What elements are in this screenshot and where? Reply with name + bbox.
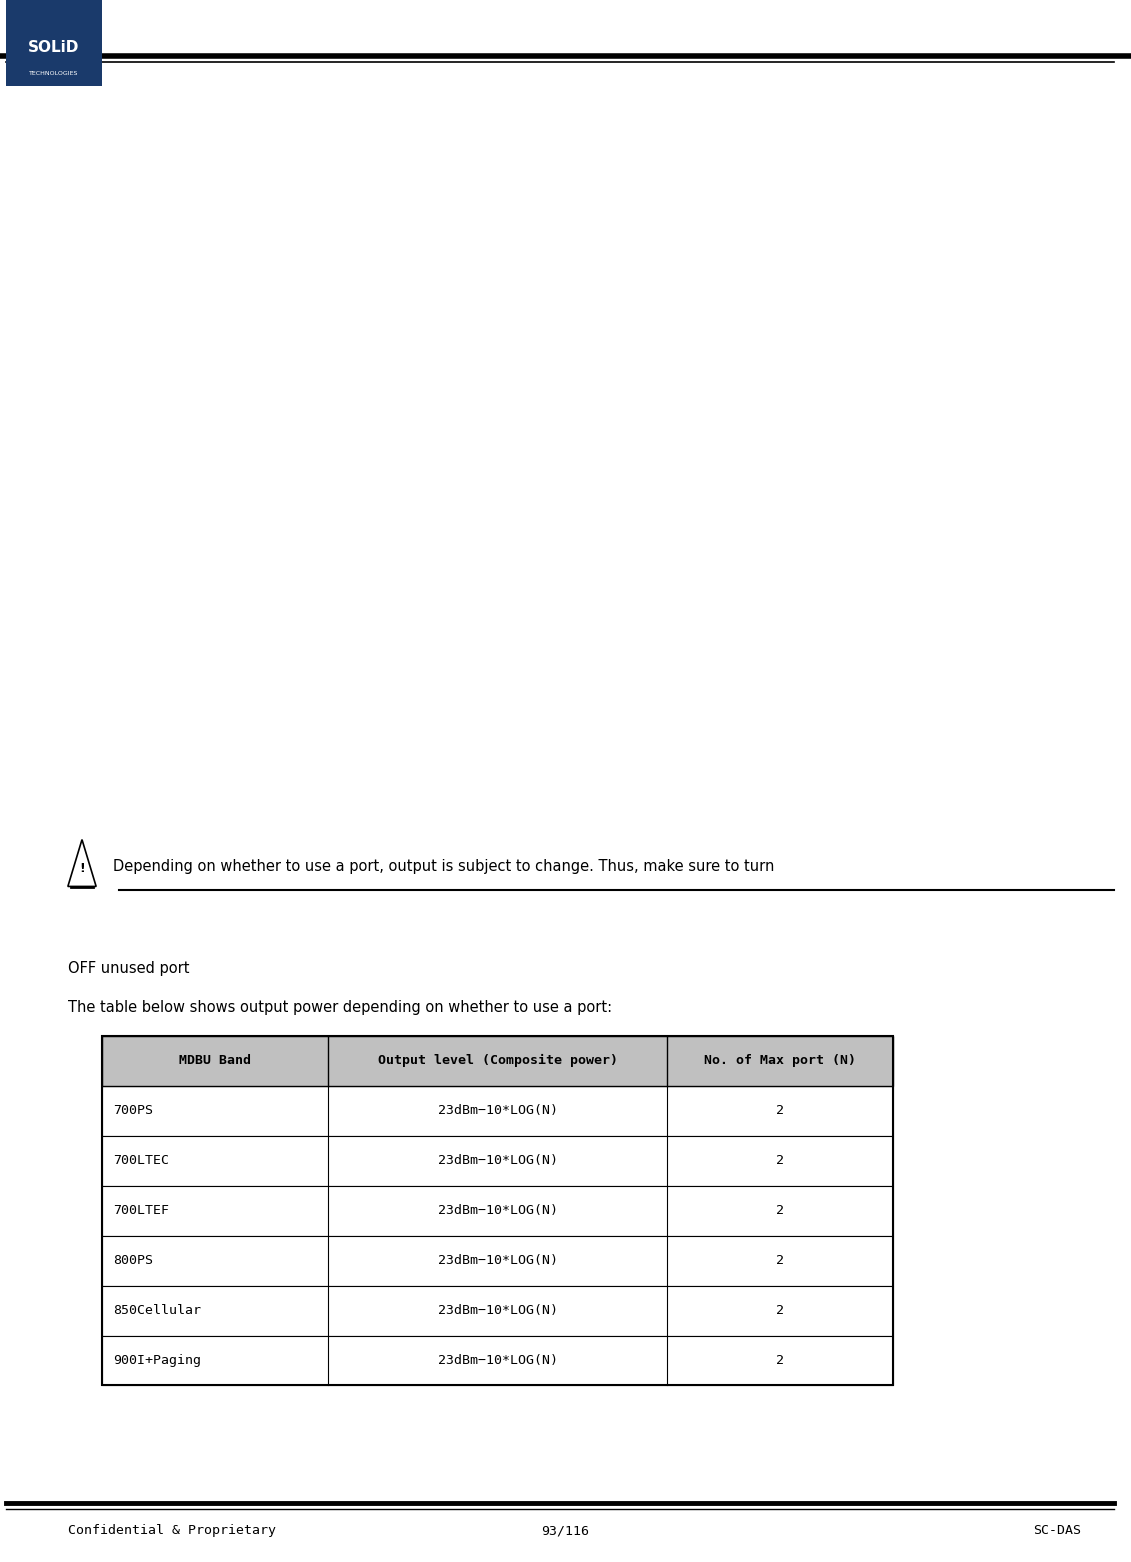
Text: !: ! (79, 862, 85, 875)
Text: 700PS: 700PS (113, 1104, 153, 1117)
Text: 900I+Paging: 900I+Paging (113, 1354, 201, 1367)
Text: No. of Max port (N): No. of Max port (N) (705, 1054, 856, 1067)
Text: 2: 2 (776, 1204, 785, 1217)
Text: 700LTEF: 700LTEF (113, 1204, 170, 1217)
FancyBboxPatch shape (102, 1036, 893, 1086)
FancyBboxPatch shape (102, 1236, 893, 1286)
Text: The table below shows output power depending on whether to use a port:: The table below shows output power depen… (68, 1000, 612, 1015)
FancyBboxPatch shape (102, 1086, 893, 1136)
Text: Output level (Composite power): Output level (Composite power) (378, 1054, 618, 1067)
FancyBboxPatch shape (102, 1186, 893, 1236)
Text: 2: 2 (776, 1104, 785, 1117)
Text: 23dBm−10*LOG(N): 23dBm−10*LOG(N) (438, 1204, 558, 1217)
Text: SC-DAS: SC-DAS (1034, 1525, 1081, 1537)
Text: 2: 2 (776, 1254, 785, 1267)
Text: OFF unused port: OFF unused port (68, 961, 189, 976)
FancyBboxPatch shape (6, 0, 102, 86)
Text: 23dBm−10*LOG(N): 23dBm−10*LOG(N) (438, 1304, 558, 1317)
Text: MDBU Band: MDBU Band (179, 1054, 251, 1067)
FancyBboxPatch shape (102, 1136, 893, 1186)
Text: SOLiD: SOLiD (28, 39, 79, 55)
Text: Depending on whether to use a port, output is subject to change. Thus, make sure: Depending on whether to use a port, outp… (113, 859, 775, 875)
Polygon shape (68, 840, 96, 887)
Text: 23dBm−10*LOG(N): 23dBm−10*LOG(N) (438, 1154, 558, 1167)
Text: 800PS: 800PS (113, 1254, 153, 1267)
Text: 2: 2 (776, 1154, 785, 1167)
Text: 2: 2 (776, 1354, 785, 1367)
Text: 23dBm−10*LOG(N): 23dBm−10*LOG(N) (438, 1104, 558, 1117)
Text: 23dBm−10*LOG(N): 23dBm−10*LOG(N) (438, 1254, 558, 1267)
FancyBboxPatch shape (102, 1286, 893, 1336)
Text: 850Cellular: 850Cellular (113, 1304, 201, 1317)
Text: 2: 2 (776, 1304, 785, 1317)
Text: 23dBm−10*LOG(N): 23dBm−10*LOG(N) (438, 1354, 558, 1367)
Text: 93/116: 93/116 (542, 1525, 589, 1537)
Text: TECHNOLOGIES: TECHNOLOGIES (29, 70, 78, 75)
Text: Confidential & Proprietary: Confidential & Proprietary (68, 1525, 276, 1537)
FancyBboxPatch shape (102, 1336, 893, 1385)
Text: 700LTEC: 700LTEC (113, 1154, 170, 1167)
